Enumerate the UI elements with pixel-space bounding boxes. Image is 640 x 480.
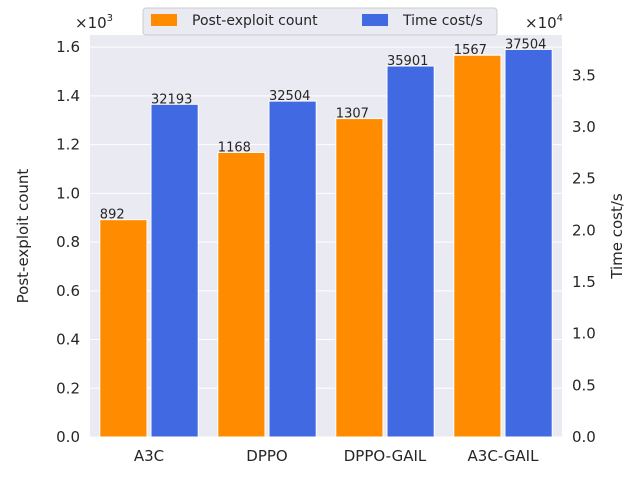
y-left-tick-label: 0.8 [56, 233, 80, 251]
y-right-tick-label: 0.0 [572, 428, 596, 446]
y-left-tick-label: 1.2 [56, 136, 80, 154]
data-label-post-exploit: 1168 [218, 140, 251, 155]
legend: Post-exploit count Time cost/s [142, 7, 498, 36]
bar-time-cost [504, 48, 553, 438]
data-label-post-exploit: 1567 [454, 43, 487, 58]
y-left-tick-label: 0.6 [56, 282, 80, 300]
y-left-tick-label: 0.0 [56, 428, 80, 446]
y-left-tick-label: 0.2 [56, 379, 80, 397]
legend-box [142, 7, 498, 36]
left-axis-offset: ×103 [75, 13, 113, 32]
legend-label-post-exploit: Post-exploit count [192, 13, 318, 29]
y-left-tick-label: 1.0 [56, 184, 80, 202]
bar-post-exploit [99, 219, 148, 438]
x-tick-label: A3C-GAIL [468, 447, 540, 465]
legend-label-time-cost: Time cost/s [402, 13, 483, 29]
bar-post-exploit [217, 151, 266, 438]
data-label-post-exploit: 892 [100, 208, 125, 223]
y-right-tick-label: 3.0 [572, 118, 596, 136]
bar-time-cost [268, 100, 317, 438]
y-right-tick-label: 0.5 [572, 376, 596, 394]
bar-post-exploit [335, 118, 384, 438]
y-left-tick-label: 0.4 [56, 331, 80, 349]
y-right-tick-label: 1.5 [572, 273, 596, 291]
y-axis-right-label: Time cost/s [608, 193, 626, 280]
legend-swatch-post-exploit [151, 14, 177, 26]
y-left-tick-label: 1.4 [56, 87, 80, 105]
x-tick-label: A3C [134, 447, 164, 465]
y-right-tick-label: 3.5 [572, 66, 596, 84]
data-label-time-cost: 32504 [269, 89, 310, 104]
y-right-tick-label: 2.0 [572, 221, 596, 239]
bar-time-cost [150, 103, 199, 438]
y-axis-left-label: Post-exploit count [14, 169, 32, 304]
data-label-time-cost: 37504 [505, 37, 546, 52]
legend-swatch-time-cost [362, 14, 388, 26]
right-axis-offset: ×104 [525, 13, 563, 32]
data-label-post-exploit: 1307 [336, 107, 369, 122]
x-tick-label: DPPO-GAIL [344, 447, 427, 465]
bar-post-exploit [453, 54, 502, 438]
y-right-tick-label: 1.0 [572, 325, 596, 343]
bar-time-cost [386, 65, 435, 438]
y-left-tick-label: 1.6 [56, 38, 80, 56]
data-label-time-cost: 32193 [151, 92, 192, 107]
data-label-time-cost: 35901 [387, 54, 428, 69]
x-tick-label: DPPO [246, 447, 287, 465]
y-right-tick-label: 2.5 [572, 170, 596, 188]
